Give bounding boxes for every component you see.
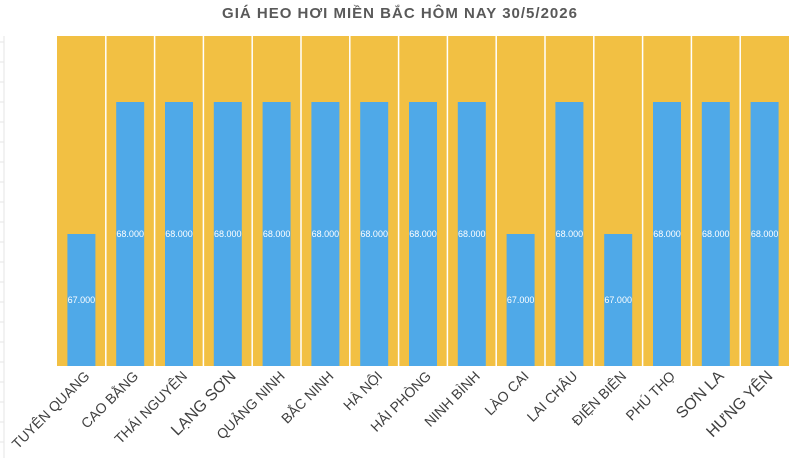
data-label-12: 68.000 <box>653 229 681 239</box>
bar-12 <box>653 102 681 366</box>
data-label-8: 68.000 <box>458 229 486 239</box>
data-label-7: 68.000 <box>409 229 437 239</box>
bar-9 <box>506 234 535 366</box>
bar-0 <box>67 234 96 366</box>
bar-14 <box>750 102 779 366</box>
data-label-2: 68.000 <box>165 229 193 239</box>
category-label-6: HÀ NỘI <box>340 368 385 413</box>
bar-6 <box>360 102 389 366</box>
data-label-11: 67.000 <box>604 295 632 305</box>
data-label-0: 67.000 <box>68 295 96 305</box>
bar-7 <box>409 102 437 366</box>
data-label-9: 67.000 <box>507 295 535 305</box>
data-label-14: 68.000 <box>751 229 779 239</box>
bar-11 <box>604 234 633 366</box>
chart-title: GIÁ HEO HƠI MIỀN BẮC HÔM NAY 30/5/2026 <box>222 5 578 22</box>
category-label-5: BẮC NINH <box>277 367 336 426</box>
bar-2 <box>165 102 193 366</box>
data-label-1: 68.000 <box>116 229 144 239</box>
bar-8 <box>457 102 486 366</box>
category-label-9: LÀO CAI <box>481 368 531 418</box>
data-label-13: 68.000 <box>702 229 730 239</box>
bar-5 <box>311 102 340 366</box>
data-label-10: 68.000 <box>556 229 584 239</box>
data-label-6: 68.000 <box>360 229 388 239</box>
data-label-3: 68.000 <box>214 229 242 239</box>
bar-4 <box>262 102 291 366</box>
bar-10 <box>555 102 584 366</box>
bar-3 <box>213 102 242 366</box>
category-label-0: TUYÊN QUANG <box>9 368 93 452</box>
bar-13 <box>701 102 730 366</box>
data-label-5: 68.000 <box>312 229 340 239</box>
data-label-4: 68.000 <box>263 229 291 239</box>
category-label-12: PHÚ THỌ <box>622 368 678 424</box>
bar-1 <box>116 102 145 366</box>
